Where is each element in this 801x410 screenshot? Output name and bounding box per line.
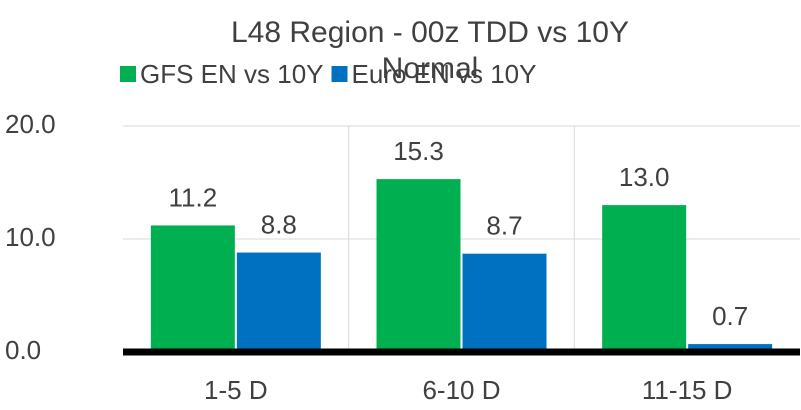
x-tick-label: 1-5 D [204, 375, 268, 405]
y-tick-label: 20.0 [5, 109, 56, 139]
data-label: 13.0 [619, 162, 670, 192]
x-tick-label: 11-15 D [642, 375, 733, 405]
legend-label: GFS EN vs 10Y [140, 59, 324, 89]
y-tick-label: 10.0 [5, 222, 56, 252]
y-tick-label: 0.0 [5, 335, 41, 365]
data-label: 8.7 [486, 211, 522, 241]
bar [462, 253, 547, 352]
x-tick-label: 6-10 D [422, 375, 500, 405]
data-label: 11.2 [168, 182, 217, 212]
data-label: 0.7 [712, 301, 748, 331]
legend-swatch [120, 66, 136, 82]
data-label: 15.3 [393, 136, 444, 166]
bar [376, 179, 461, 352]
chart-title: L48 Region - 00z TDD vs 10Y Normal [231, 16, 629, 85]
legend-label: Euro EN vs 10Y [352, 59, 537, 89]
data-label: 8.8 [261, 209, 297, 239]
legend-swatch [331, 66, 348, 82]
bar [236, 252, 321, 352]
bar [150, 225, 235, 352]
bar [602, 205, 687, 352]
bar [688, 344, 773, 352]
